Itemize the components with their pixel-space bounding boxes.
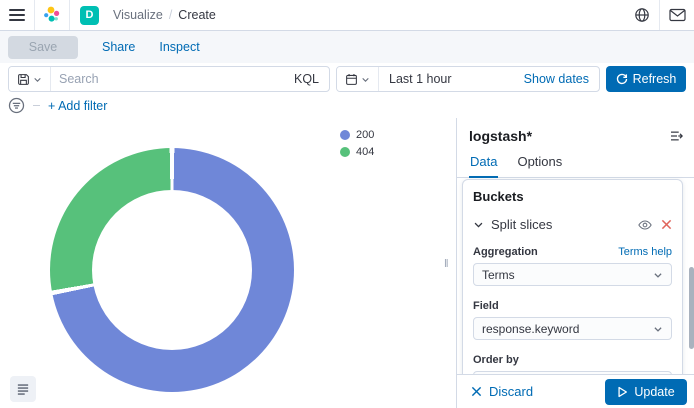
- remove-bucket-icon[interactable]: [661, 219, 672, 230]
- filter-bar: + Add filter: [8, 97, 107, 114]
- discard-button[interactable]: Discard: [471, 384, 533, 399]
- panel-resizer-handle[interactable]: ‖: [444, 258, 450, 270]
- header-divider: [34, 0, 35, 30]
- panel-body: Buckets Split slices: [457, 175, 694, 374]
- calendar-icon: [345, 73, 358, 86]
- field-value: response.keyword: [482, 321, 580, 336]
- header-left: D Visualize / Create: [0, 0, 216, 30]
- panel-footer: Discard Update: [457, 374, 694, 408]
- legend-item[interactable]: 404: [340, 146, 374, 158]
- menu-right-icon: [670, 130, 684, 142]
- breadcrumb-create: Create: [178, 8, 216, 22]
- chart-legend: 200 404: [340, 129, 374, 158]
- breadcrumb: Visualize / Create: [113, 8, 216, 22]
- chevron-down-icon[interactable]: [473, 219, 484, 230]
- order-by-label: Order by: [473, 354, 519, 366]
- search-input[interactable]: [51, 72, 284, 86]
- filter-dash: [33, 105, 40, 106]
- save-button[interactable]: Save: [8, 35, 78, 59]
- aggregation-select[interactable]: Terms: [473, 263, 672, 286]
- help-menu-button[interactable]: [625, 0, 659, 30]
- query-language-button[interactable]: KQL: [293, 72, 319, 86]
- date-quick-select-button[interactable]: [337, 67, 379, 91]
- tab-options[interactable]: Options: [517, 154, 563, 169]
- saved-query-icon: [17, 73, 30, 86]
- inspect-button[interactable]: Inspect: [159, 40, 200, 54]
- share-button[interactable]: Share: [102, 40, 136, 54]
- tab-data[interactable]: Data: [469, 150, 499, 178]
- chevron-down-icon: [361, 75, 370, 84]
- globe-icon: [634, 7, 650, 23]
- query-bar: KQL Last 1 hour Show dates: [8, 66, 686, 92]
- hamburger-menu-button[interactable]: [0, 0, 34, 30]
- toolbar: Save Share Inspect: [0, 31, 694, 63]
- breadcrumb-separator: /: [168, 8, 173, 22]
- order-by-select[interactable]: Metric: Count: [473, 371, 672, 374]
- cross-icon: [471, 386, 482, 397]
- field-select[interactable]: response.keyword: [473, 317, 672, 340]
- list-icon: [17, 383, 29, 395]
- legend-label: 200: [356, 129, 375, 141]
- field-label: Field: [473, 300, 499, 312]
- refresh-icon: [616, 73, 628, 85]
- envelope-icon: [668, 8, 686, 22]
- header-divider: [69, 0, 70, 30]
- breadcrumb-visualize[interactable]: Visualize: [113, 8, 163, 22]
- chevron-down-icon: [653, 270, 663, 280]
- add-filter-button[interactable]: + Add filter: [48, 98, 108, 113]
- buckets-card: Buckets Split slices: [462, 179, 683, 374]
- filter-icon[interactable]: [8, 97, 25, 114]
- terms-help-link[interactable]: Terms help: [618, 246, 672, 258]
- split-slices-label: Split slices: [491, 217, 553, 232]
- refresh-label: Refresh: [632, 72, 677, 86]
- aggregation-label: Aggregation: [473, 246, 538, 258]
- header-divider: [659, 0, 660, 30]
- eye-icon[interactable]: [638, 219, 652, 231]
- update-button[interactable]: Update: [605, 378, 687, 405]
- elastic-logo-icon: [42, 5, 62, 25]
- index-pattern-title: logstash*: [469, 128, 533, 144]
- aggregation-value: Terms: [482, 267, 515, 282]
- field-label-row: Field: [473, 300, 672, 312]
- order-by-label-row: Order by: [473, 354, 672, 366]
- header-right: [625, 0, 694, 30]
- hamburger-icon: [9, 8, 25, 22]
- panel-scrollbar[interactable]: [689, 267, 694, 349]
- legend-item[interactable]: 200: [340, 129, 374, 141]
- aggregation-label-row: Aggregation Terms help: [473, 246, 672, 258]
- donut-chart[interactable]: [50, 148, 294, 392]
- legend-toggle-button[interactable]: [10, 376, 36, 402]
- search-group: KQL: [8, 66, 330, 92]
- editor-panel: logstash* Data Options Buckets: [456, 118, 694, 408]
- elastic-home-button[interactable]: [35, 0, 69, 30]
- group-actions: [638, 219, 672, 231]
- date-picker-group: Last 1 hour Show dates: [336, 66, 600, 92]
- chevron-down-icon: [33, 75, 42, 84]
- top-header: D Visualize / Create: [0, 0, 694, 31]
- buckets-heading: Buckets: [473, 189, 524, 204]
- panel-tabs: Data Options: [457, 150, 694, 178]
- chevron-down-icon: [653, 324, 663, 334]
- legend-dot: [340, 130, 350, 140]
- discard-label: Discard: [489, 384, 534, 399]
- panel-header: logstash*: [457, 118, 694, 150]
- play-icon: [617, 386, 628, 398]
- show-dates-button[interactable]: Show dates: [523, 72, 589, 86]
- update-label: Update: [634, 384, 675, 399]
- collapse-panel-button[interactable]: [670, 130, 684, 142]
- time-range-value[interactable]: Last 1 hour: [389, 72, 452, 86]
- saved-query-menu-button[interactable]: [9, 67, 51, 91]
- split-slices-row[interactable]: Split slices: [473, 217, 672, 232]
- legend-label: 404: [356, 146, 375, 158]
- space-badge[interactable]: D: [80, 5, 99, 25]
- legend-dot: [340, 147, 350, 157]
- newsfeed-button[interactable]: [660, 0, 694, 30]
- refresh-button[interactable]: Refresh: [606, 66, 686, 92]
